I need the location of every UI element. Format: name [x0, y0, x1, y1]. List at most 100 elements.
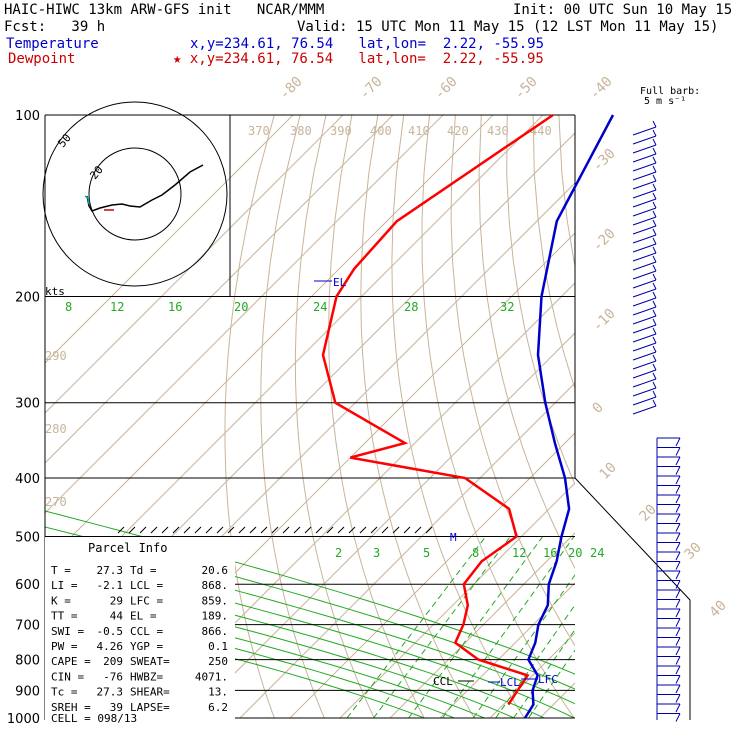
- parcel-row-value: 27.3: [97, 564, 124, 577]
- isotherm-line: [45, 115, 494, 564]
- wind-barb-flag: [675, 589, 681, 599]
- header-title: HAIC-HIWC 13km ARW-GFS init NCAR/MMM: [4, 2, 325, 18]
- level-hatch: [425, 526, 433, 534]
- parcel-row-label: K =: [51, 594, 71, 607]
- dry-adiabat: [532, 115, 575, 391]
- isotherm-label: -80: [277, 74, 306, 103]
- parcel-row-label2: HWBZ=: [130, 670, 163, 683]
- parcel-row-value2: 859.: [202, 594, 229, 607]
- isotherm-label: -60: [432, 74, 461, 103]
- dry-adiabat: [328, 115, 425, 719]
- isotherm-line: [690, 115, 740, 718]
- right-axis-lower: [574, 477, 691, 720]
- level-hatch: [216, 526, 224, 534]
- parcel-row-label: PW =: [51, 640, 78, 653]
- mixing-ratio-line: [495, 604, 575, 719]
- wind-barb: [632, 207, 657, 217]
- wind-barb: [632, 315, 657, 325]
- parcel-row-label: T =: [51, 564, 71, 577]
- level-hatch: [348, 526, 356, 534]
- wind-barb: [632, 396, 657, 406]
- parcel-row-value: 209: [103, 655, 123, 668]
- wind-barb-flag: [652, 381, 657, 389]
- mixing-ratio-label-lower: 8: [472, 546, 479, 560]
- wind-barb-flag: [652, 345, 657, 353]
- mixing-ratio-label-lower: 12: [512, 546, 526, 560]
- hodograph-ring-outer: [42, 101, 228, 287]
- pressure-labels: 100 200 300 400 500 600 700 800 900 1000: [7, 109, 40, 727]
- isotherm-line: [289, 432, 575, 719]
- hodograph: 20 50 kts: [42, 101, 231, 298]
- wind-barb-flag: [652, 174, 657, 182]
- wind-barb-flag: [652, 309, 657, 317]
- mixing-ratio-label-upper: 20: [234, 300, 248, 314]
- wind-barb: [632, 225, 657, 235]
- parcel-row-value2: 250: [208, 655, 228, 668]
- theta-label: 400: [370, 124, 392, 138]
- wind-barb: [632, 126, 657, 136]
- wind-barb-flag: [675, 675, 681, 684]
- pressure-label-900: 900: [15, 684, 40, 699]
- wind-barb-flag: [652, 156, 657, 164]
- wind-barb-flag: [675, 456, 681, 466]
- isotherm-label: 10: [597, 460, 620, 483]
- mixing-ratio-label-upper: 32: [500, 300, 514, 314]
- level-hatch: [403, 526, 411, 534]
- mixing-ratio-line: [373, 536, 511, 719]
- dry-adiabat: [391, 115, 525, 719]
- level-hatch: [194, 526, 202, 534]
- parcel-row-label: Tc =: [51, 686, 78, 699]
- parcel-info-title: Parcel Info: [88, 541, 167, 555]
- parcel-info-panel: Parcel Info T = 27.3 Td = 20.6 LI = -2.1 LCL =…: [45, 537, 235, 727]
- isotherm-label: 20: [637, 502, 660, 525]
- wind-barb: [632, 279, 657, 289]
- parcel-row-value2: 868.: [202, 579, 229, 592]
- theta-label: 430: [487, 124, 509, 138]
- theta-label: 380: [290, 124, 312, 138]
- wind-barb-flag: [652, 120, 657, 128]
- mixing-ratio-label-upper: 16: [168, 300, 182, 314]
- wind-barb-flag: [652, 255, 657, 263]
- level-hatch: [370, 526, 378, 534]
- isotherm-line: [489, 632, 575, 719]
- header-fcst: Fcst: 39 h: [4, 19, 106, 35]
- theta-label-left: 290: [45, 349, 67, 363]
- mixing-ratio-labels: 8 12 16 20 24 28 32 2 3 5 8 12 16 20 24: [65, 300, 604, 560]
- isotherm-line: [189, 332, 575, 719]
- wind-barb-flag: [652, 336, 657, 344]
- theta-label-left: 280: [45, 422, 67, 436]
- level-hatch: [227, 526, 235, 534]
- wind-barb: [632, 297, 657, 307]
- parcel-row-label2: LCL =: [130, 579, 163, 592]
- level-hatch: [249, 526, 257, 534]
- level-hatch: [359, 526, 367, 534]
- wind-barb-flag: [675, 637, 681, 646]
- isotherm-line: [45, 115, 294, 364]
- pressure-label-400: 400: [15, 472, 40, 487]
- wind-barb-flag: [652, 390, 657, 398]
- wind-barb-flag: [675, 694, 681, 703]
- isotherm-label: 0: [590, 400, 607, 417]
- isotherm-line: [45, 115, 444, 514]
- wind-barb-flag: [675, 523, 681, 532]
- wind-barb-flag: [652, 354, 657, 362]
- parcel-row-label2: LAPSE=: [130, 701, 170, 714]
- isotherm-line: [389, 532, 575, 719]
- level-hatch: [161, 526, 169, 534]
- mixing-ratio-label-upper: 8: [65, 300, 72, 314]
- temperature-location: x,y=234.61, 76.54 lat,lon= 2.22, -55.95: [190, 36, 545, 52]
- pressure-label-300: 300: [15, 397, 40, 412]
- parcel-row-value: 39: [110, 701, 123, 714]
- wind-barb: [632, 288, 657, 298]
- level-hatch: [304, 526, 312, 534]
- theta-label-left: 270: [45, 495, 67, 509]
- wind-barbs: [632, 120, 681, 722]
- mixing-ratio-label-upper: 12: [110, 300, 124, 314]
- wind-barb: [632, 198, 657, 208]
- isotherm-line: [339, 482, 575, 719]
- wind-barb-flag: [652, 147, 657, 155]
- parcel-row-label2: Td =: [130, 564, 157, 577]
- isotherm-label: -10: [590, 306, 619, 335]
- wind-barb-flag: [675, 475, 681, 485]
- wind-barb-flag: [675, 466, 681, 475]
